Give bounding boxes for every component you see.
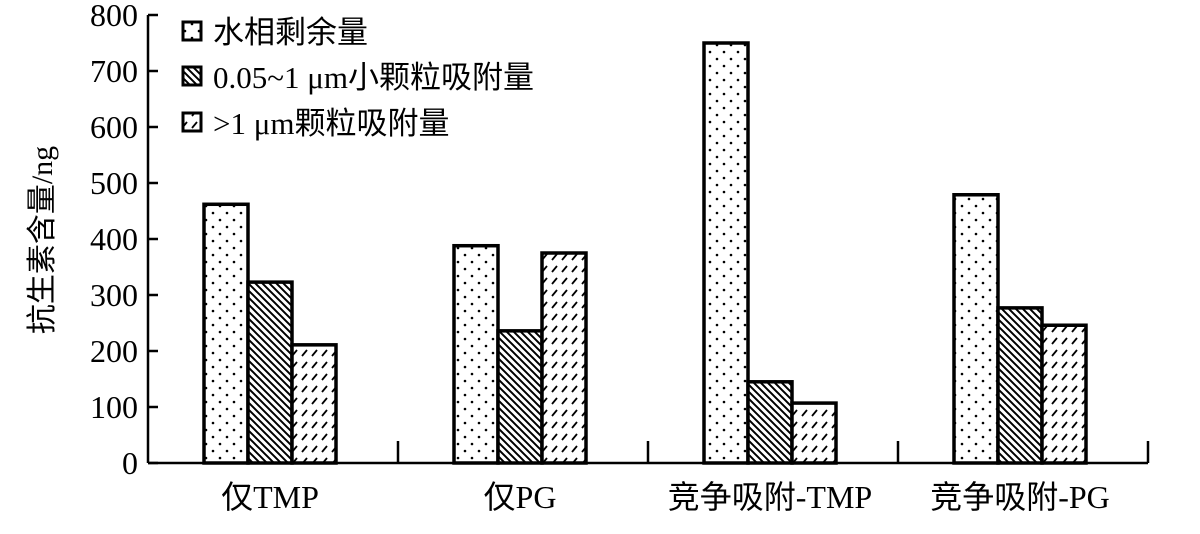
- bar-1-2: [452, 243, 500, 465]
- y-tick-label: 0: [122, 445, 138, 481]
- bar-3-2: [540, 251, 588, 465]
- bar-3-4: [1040, 323, 1088, 465]
- y-tick-label: 200: [90, 333, 138, 369]
- legend-label-2: 0.05~1 μm小颗粒吸附量: [213, 60, 534, 95]
- legend-swatch-2: [181, 65, 203, 87]
- bar-3-3: [790, 401, 838, 465]
- x-tick-label: 竞争吸附-TMP: [668, 479, 872, 515]
- bar-1-4: [952, 193, 1000, 465]
- legend-swatch-3: [181, 111, 203, 133]
- y-tick-label: 700: [90, 53, 138, 89]
- x-tick-label: 仅PG: [484, 479, 557, 515]
- y-tick-label: 600: [90, 109, 138, 145]
- y-tick-label: 100: [90, 389, 138, 425]
- y-axis-label: 抗生素含量/ng: [26, 146, 59, 334]
- bar-2-1: [246, 280, 294, 465]
- legend: 水相剩余量 0.05~1 μm小颗粒吸附量 >1 μm颗粒吸附量: [181, 15, 534, 141]
- bar-2-2: [496, 329, 544, 465]
- y-tick-label: 300: [90, 277, 138, 313]
- legend-label-1: 水相剩余量: [213, 15, 368, 50]
- legend-label-3: >1 μm颗粒吸附量: [213, 106, 449, 141]
- bar-1-3: [702, 41, 750, 465]
- legend-swatch-1: [181, 20, 203, 42]
- axes: 0 100 200 300 400 500 600 700 800 仅TMP 仅PG 竞争吸附-TMP…: [90, 0, 1150, 515]
- x-tick-label: 仅TMP: [221, 479, 319, 515]
- bars: [202, 41, 1088, 465]
- y-tick-label: 500: [90, 165, 138, 201]
- bar-2-3: [746, 380, 794, 465]
- y-tick-label: 400: [90, 221, 138, 257]
- x-tick-label: 竞争吸附-PG: [930, 479, 1110, 515]
- bar-1-1: [202, 202, 250, 465]
- bar-3-1: [290, 343, 338, 465]
- bar-2-4: [996, 306, 1044, 465]
- y-tick-label: 800: [90, 0, 138, 33]
